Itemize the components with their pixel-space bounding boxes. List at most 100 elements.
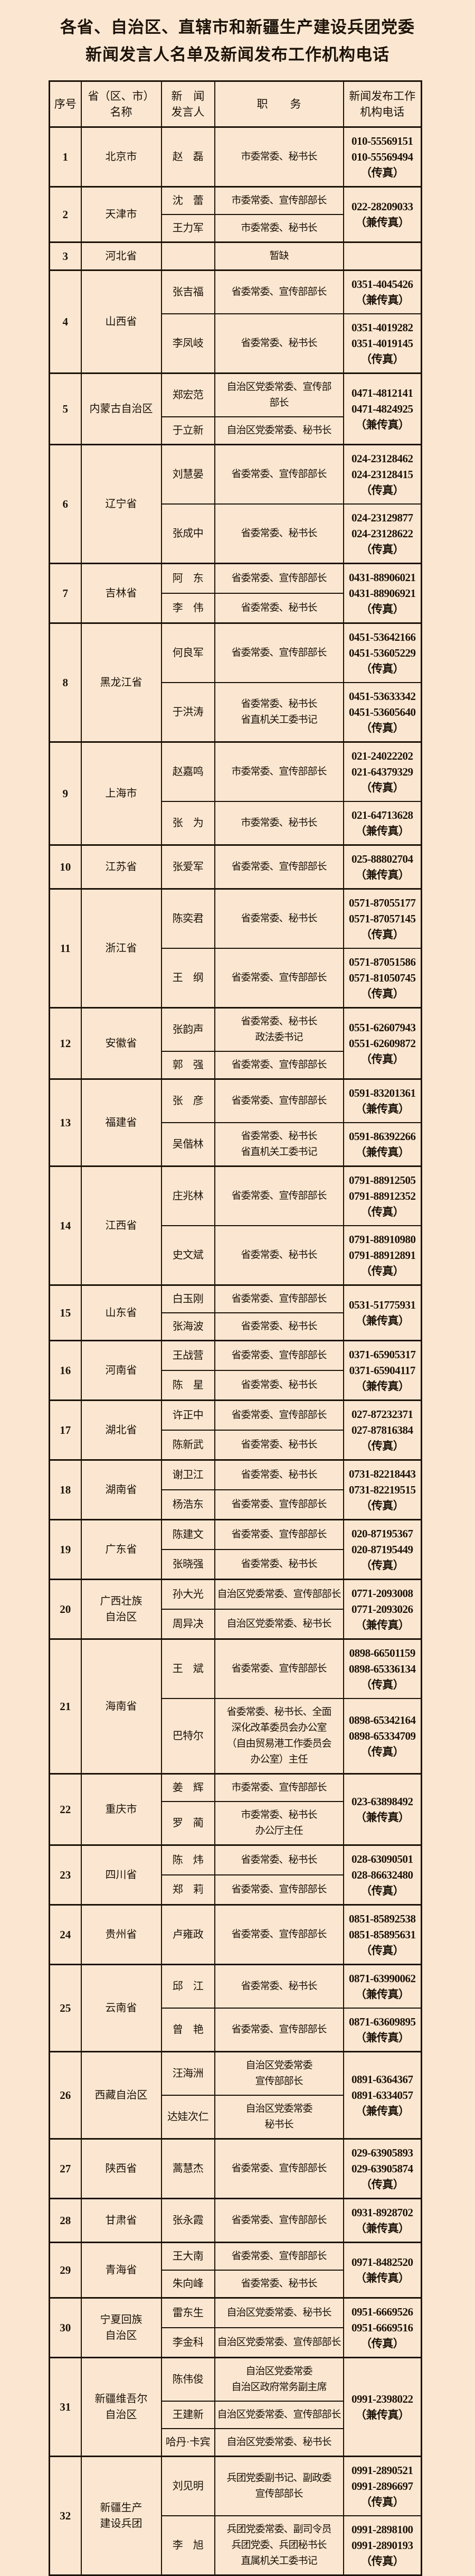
spokesperson-cell-line: 汪海洲 xyxy=(172,2068,204,2079)
spokesperson-cell: 赵 磊 xyxy=(160,126,215,188)
table-row: 王 纲 省委常委、宣传部部长 0571-87051586 0571-81050745 （… xyxy=(50,948,422,1009)
position-cell-line: 秘书长 xyxy=(264,2119,293,2130)
table-row: 12 安徽省 张韵声 省委常委、秘书长 政法委书记 0551-62607943 0551-6… xyxy=(49,1007,422,1080)
position-cell: 自治区党委常委 自治区政府常务副主席 xyxy=(214,2357,344,2402)
row-number-cell: 21 xyxy=(49,1638,82,1775)
phone-cell-line: （传真） xyxy=(360,353,404,366)
row-number-cell-line: 3 xyxy=(62,249,69,263)
position-cell: 省委常委、宣传部部长 xyxy=(214,948,344,1009)
position-cell: 自治区党委常委 宣传部部长 xyxy=(214,2051,344,2096)
position-cell-line: 自治区政府常务副主席 xyxy=(231,2382,327,2393)
position-cell-line: 省委常委、宣传部部长 xyxy=(231,1410,327,1421)
position-cell-line: 部长 xyxy=(269,397,289,408)
table-row: 14 江西省 庄兆林 省委常委、宣传部部长 0791-88912505 0791-8891… xyxy=(49,1165,422,1286)
region-cell-line: 广西壮族 xyxy=(100,1595,142,1607)
phone-cell-line: （传真） xyxy=(360,1559,404,1572)
region-cell: 新疆维吾尔 自治区 xyxy=(80,2357,162,2457)
position-cell-line: 省委常委、秘书长 xyxy=(241,338,317,349)
spokesperson-cell: 汪海洲 xyxy=(160,2051,215,2096)
phone-cell-line: 021-64379329 xyxy=(352,766,413,778)
region-cell-line: 浙江省 xyxy=(105,942,137,954)
row-number-cell-line: 9 xyxy=(62,787,69,800)
position-cell-line: 省委常委、宣传部部长 xyxy=(231,2024,327,2035)
row-number-cell: 28 xyxy=(49,2198,82,2243)
phone-cell: 022-28209033 （兼传真） xyxy=(343,186,422,243)
row-number-cell: 18 xyxy=(49,1459,82,1520)
row-number-cell: 14 xyxy=(49,1165,82,1286)
spokesperson-cell: 陈奕君 xyxy=(160,888,215,949)
phone-cell-line: 0991-2890521 xyxy=(352,2464,413,2477)
position-cell-line: 省委常委、宣传部部长 xyxy=(231,1095,327,1106)
phone-cell: 0871-63990062 （兼传真） xyxy=(343,1964,422,2009)
phone-cell-line: （兼传真） xyxy=(355,2222,410,2235)
phone-cell-line: 020-87195367 xyxy=(352,1527,413,1540)
phone-cell-line: 0351-4019145 xyxy=(352,337,413,350)
phone-cell-line: （传真） xyxy=(360,2555,404,2568)
region-cell-line: 山西省 xyxy=(105,316,137,328)
spokesperson-cell: 郑宏范 xyxy=(160,372,215,417)
spokesperson-cell: 蒿慧杰 xyxy=(160,2138,215,2199)
region-cell-line: 自治区 xyxy=(105,2409,137,2421)
region-cell: 天津市 xyxy=(80,186,162,243)
position-cell: 自治区党委常委、秘书长 xyxy=(214,1609,344,1640)
table-row: 哈丹·卡宾 自治区党委常委、秘书长 xyxy=(50,2428,422,2457)
region-cell: 四川省 xyxy=(80,1844,162,1906)
spokesperson-cell: 阿 东 xyxy=(160,563,215,594)
region-cell: 湖北省 xyxy=(80,1399,162,1461)
row-number-cell: 25 xyxy=(49,1964,82,2052)
table-row: 7 吉林省阿 东省委常委、宣传部部长 0431-88906021 0431-88906… xyxy=(49,563,422,624)
row-number-cell: 13 xyxy=(49,1078,82,1167)
phone-cell: 0351-4019282 0351-4019145 （传真） xyxy=(343,313,422,374)
table-row: 于洪涛 省委常委、秘书长 省直机关工委书记 0451-53633342 0451-536… xyxy=(50,682,422,743)
phone-cell-line: 0871-63609895 xyxy=(349,2015,416,2028)
position-cell-line: 省委常委、秘书长 xyxy=(241,1379,317,1390)
spokesperson-cell: 陈伟俊 xyxy=(160,2357,215,2402)
position-cell-line: 政法委书记 xyxy=(255,1032,303,1043)
position-cell: 自治区党委常委、宣传部部长 xyxy=(214,372,344,417)
spokesperson-cell: 王建新 xyxy=(160,2401,215,2429)
row-number-cell-line: 14 xyxy=(60,1219,71,1232)
phone-cell-line: （兼传真） xyxy=(355,2272,410,2284)
phone-cell-line: 0898-66501159 xyxy=(349,1647,416,1659)
column-header-no: 序号 xyxy=(49,80,82,128)
position-cell-line: 宣传部部长 xyxy=(255,2488,303,2499)
row-number-cell-line: 16 xyxy=(60,1364,71,1377)
region-cell: 山东省 xyxy=(80,1284,162,1341)
table-row: 9 上海市 赵嘉鸣 市委常委、宣传部部长 021-24022202 021-6437932… xyxy=(49,741,422,846)
region-cell-line: 上海市 xyxy=(105,788,137,799)
phone-cell: 0991-2890521 0991-2896697 （传真） xyxy=(343,2456,422,2516)
region-cell-line: 新疆维吾尔 xyxy=(94,2393,148,2405)
row-number-cell-line: 5 xyxy=(62,402,69,415)
position-cell-line: 省委常委、宣传部部长 xyxy=(231,2163,327,2174)
phone-cell-line: 0771-2093008 xyxy=(352,1587,413,1600)
spokesperson-cell-line: 庄兆林 xyxy=(172,1190,204,1202)
phone-cell-line: 027-87232371 xyxy=(352,1408,413,1421)
position-cell: 省委常委、宣传部部长 xyxy=(214,444,344,505)
column-header-region-line: 名称 xyxy=(110,106,132,118)
phone-cell-line: 0731-82219515 xyxy=(349,1483,416,1496)
region-cell: 西藏自治区 xyxy=(80,2051,162,2140)
position-cell-line: 省委常委、秘书长 xyxy=(241,1439,317,1450)
spokesperson-cell: 谢卫江 xyxy=(160,1459,215,1490)
region-cell-line: 福建省 xyxy=(105,1117,137,1128)
page-title-line1: 各省、自治区、直辖市和新疆生产建设兵团党委 xyxy=(60,18,415,36)
row-number-cell-line: 12 xyxy=(60,1037,71,1050)
position-cell-line: 市委常委、宣传部部长 xyxy=(231,766,327,777)
row-number-cell-line: 17 xyxy=(60,1423,71,1436)
spokesperson-cell: 王 斌 xyxy=(160,1638,215,1699)
row-number-cell: 11 xyxy=(49,888,82,1009)
spokesperson-cell: 孙大光 xyxy=(160,1579,215,1610)
spokesperson-cell-line: 史文斌 xyxy=(172,1249,204,1261)
row-number-cell-line: 2 xyxy=(62,208,69,221)
spokesperson-cell-line: 郑宏范 xyxy=(172,389,204,401)
phone-cell: 010-55569151 010-55569494 （传真） xyxy=(343,126,422,188)
spokesperson-cell: 张吉福 xyxy=(160,269,215,314)
position-cell: 省委常委、秘书长 xyxy=(214,1964,344,2009)
phone-cell-line: 024-23128622 xyxy=(352,527,413,540)
spokesperson-cell-line: 张成中 xyxy=(172,528,204,539)
position-cell-line: 省委常委、宣传部部长 xyxy=(231,1529,327,1540)
spokesperson-cell: 李 伟 xyxy=(160,593,215,624)
spokesperson-cell: 罗 蔺 xyxy=(160,1801,215,1846)
row-number-cell: 30 xyxy=(49,2297,82,2358)
position-cell: 市委常委、秘书长 xyxy=(214,126,344,188)
